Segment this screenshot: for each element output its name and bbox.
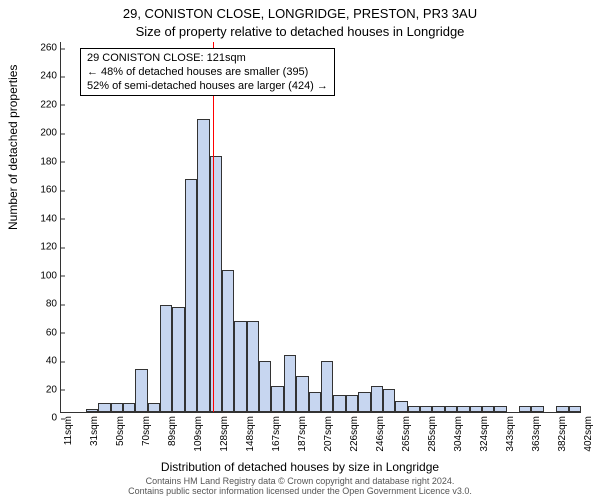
y-tick: 80 [17, 299, 61, 310]
histogram-bar [321, 361, 333, 412]
x-tick: 207sqm [323, 416, 334, 452]
histogram-bar [271, 386, 283, 412]
x-tick: 31sqm [89, 416, 100, 446]
annotation-line2: ← 48% of detached houses are smaller (39… [87, 65, 328, 79]
histogram-bar [383, 389, 395, 412]
histogram-bar [371, 386, 383, 412]
histogram-bar [148, 403, 160, 412]
x-tick: 89sqm [167, 416, 178, 446]
y-tick: 240 [17, 71, 61, 82]
footer: Contains HM Land Registry data © Crown c… [0, 476, 600, 496]
x-tick: 382sqm [557, 416, 568, 452]
marker-line [213, 42, 214, 412]
x-tick: 246sqm [375, 416, 386, 452]
x-tick: 226sqm [349, 416, 360, 452]
annotation-line3: 52% of semi-detached houses are larger (… [87, 79, 328, 93]
x-tick: 285sqm [427, 416, 438, 452]
x-tick: 324sqm [479, 416, 490, 452]
y-tick: 100 [17, 270, 61, 281]
histogram-bar [556, 406, 568, 412]
histogram-bar [259, 361, 271, 412]
y-tick: 0 [17, 413, 61, 424]
histogram-bar [482, 406, 494, 412]
histogram-bar [296, 376, 308, 412]
x-tick: 265sqm [401, 416, 412, 452]
histogram-bar [432, 406, 444, 412]
histogram-bar [123, 403, 135, 412]
histogram-bar [98, 403, 110, 412]
x-tick: 128sqm [219, 416, 230, 452]
title-sub: Size of property relative to detached ho… [0, 24, 600, 39]
annotation-line1: 29 CONISTON CLOSE: 121sqm [87, 51, 328, 65]
histogram-bar [346, 395, 358, 412]
footer-line2: Contains public sector information licen… [0, 486, 600, 496]
x-tick: 167sqm [271, 416, 282, 452]
histogram-bar [445, 406, 457, 412]
x-tick: 148sqm [245, 416, 256, 452]
y-tick: 160 [17, 185, 61, 196]
x-tick: 304sqm [453, 416, 464, 452]
y-tick: 20 [17, 384, 61, 395]
y-tick: 220 [17, 99, 61, 110]
histogram-bar [309, 392, 321, 412]
x-axis-label: Distribution of detached houses by size … [0, 460, 600, 474]
y-tick: 180 [17, 156, 61, 167]
histogram-bar [457, 406, 469, 412]
histogram-bar [160, 305, 172, 412]
y-tick: 260 [17, 43, 61, 54]
histogram-bar [284, 355, 296, 412]
y-tick: 200 [17, 128, 61, 139]
histogram-bar [395, 401, 407, 412]
histogram-bar [247, 321, 259, 412]
histogram-bar [210, 156, 222, 412]
y-tick: 140 [17, 213, 61, 224]
y-tick: 40 [17, 356, 61, 367]
y-tick: 60 [17, 327, 61, 338]
x-tick: 50sqm [115, 416, 126, 446]
chart-container: 29, CONISTON CLOSE, LONGRIDGE, PRESTON, … [0, 0, 600, 500]
histogram-bar [135, 369, 147, 412]
histogram-bar [111, 403, 123, 412]
histogram-bar [172, 307, 184, 412]
annotation-box: 29 CONISTON CLOSE: 121sqm ← 48% of detac… [80, 48, 335, 96]
histogram-bar [234, 321, 246, 412]
x-tick: 343sqm [505, 416, 516, 452]
x-tick: 70sqm [141, 416, 152, 446]
histogram-bar [569, 406, 581, 412]
histogram-bar [333, 395, 345, 412]
x-tick: 402sqm [583, 416, 594, 452]
histogram-bar [222, 270, 234, 412]
y-axis-label: Number of detached properties [6, 65, 20, 230]
histogram-bar [519, 406, 531, 412]
histogram-bar [470, 406, 482, 412]
plot-area: 02040608010012014016018020022024026011sq… [60, 42, 581, 413]
x-tick: 109sqm [193, 416, 204, 452]
histogram-bar [408, 406, 420, 412]
histogram-bar [86, 409, 98, 412]
histogram-bar [358, 392, 370, 412]
y-tick: 120 [17, 242, 61, 253]
histogram-bar [185, 179, 197, 412]
histogram-bar [494, 406, 506, 412]
histogram-bar [531, 406, 543, 412]
title-main: 29, CONISTON CLOSE, LONGRIDGE, PRESTON, … [0, 6, 600, 21]
footer-line1: Contains HM Land Registry data © Crown c… [0, 476, 600, 486]
histogram-bar [197, 119, 209, 412]
x-tick: 187sqm [297, 416, 308, 452]
x-tick: 11sqm [63, 416, 74, 445]
x-tick: 363sqm [531, 416, 542, 452]
histogram-bar [420, 406, 432, 412]
